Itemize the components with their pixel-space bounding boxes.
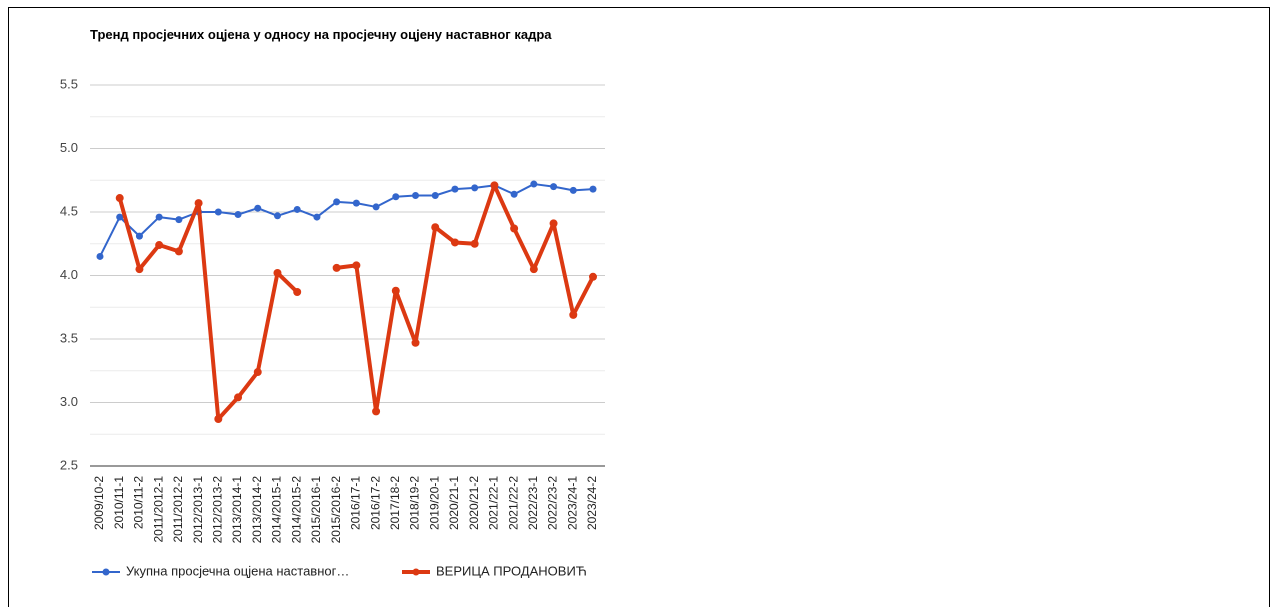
x-tick-label: 2013/2014-2 bbox=[250, 476, 264, 544]
data-point bbox=[333, 198, 341, 206]
data-point bbox=[589, 272, 597, 281]
x-tick-label: 2023/24-1 bbox=[565, 476, 579, 530]
x-tick-label: 2013/2014-1 bbox=[230, 476, 244, 544]
x-tick-label: 2017/18-2 bbox=[388, 476, 402, 530]
legend-swatch-dot bbox=[102, 568, 110, 576]
data-point bbox=[490, 181, 499, 190]
data-point bbox=[254, 204, 262, 212]
data-point bbox=[510, 224, 519, 233]
data-point bbox=[135, 232, 143, 240]
data-point bbox=[135, 265, 144, 274]
x-tick-label: 2009/10-2 bbox=[92, 476, 106, 530]
chart: 2.5 3.0 3.5 4.0 4.5 5.0 5.5 2009/10-2 2010/11-1 2… bbox=[60, 76, 605, 578]
x-tick-label: 2018/19-2 bbox=[408, 476, 422, 530]
data-point bbox=[234, 211, 242, 219]
y-tick-label: 5.5 bbox=[60, 76, 78, 91]
x-tick-label: 2019/20-1 bbox=[427, 476, 441, 530]
data-point bbox=[175, 216, 183, 224]
data-point bbox=[352, 261, 361, 270]
data-point bbox=[372, 407, 381, 416]
x-tick-label: 2015/2016-2 bbox=[329, 476, 343, 544]
data-point bbox=[116, 213, 124, 221]
data-point bbox=[569, 186, 577, 194]
series-line bbox=[99, 183, 594, 257]
x-tick-label: 2014/2015-2 bbox=[289, 476, 303, 544]
x-tick-label: 2022/23-1 bbox=[526, 476, 540, 530]
data-point bbox=[155, 241, 164, 250]
data-point bbox=[214, 415, 223, 424]
x-tick-label: 2011/2012-1 bbox=[151, 476, 165, 543]
data-point bbox=[214, 208, 222, 216]
data-point bbox=[529, 265, 538, 274]
data-point bbox=[530, 180, 538, 188]
page: {"chart_data": {"type": "line", "title":… bbox=[8, 7, 1270, 607]
x-tick-label: 2021/22-1 bbox=[487, 476, 501, 530]
data-point bbox=[451, 185, 459, 193]
data-point bbox=[392, 193, 400, 201]
data-point bbox=[155, 213, 163, 221]
data-point bbox=[431, 191, 439, 199]
data-point bbox=[431, 223, 440, 232]
x-tick-label: 2012/2013-2 bbox=[210, 476, 224, 544]
y-tick-label: 3.0 bbox=[60, 394, 78, 409]
x-tick-label: 2010/11-1 bbox=[112, 476, 126, 529]
data-point bbox=[174, 247, 183, 256]
chart-title: Тренд просјечних оцјена у односу на прос… bbox=[90, 27, 552, 42]
data-point bbox=[234, 393, 243, 402]
y-tick-label: 4.0 bbox=[60, 267, 78, 282]
series-line bbox=[117, 183, 595, 422]
data-point bbox=[372, 203, 380, 211]
x-tick-label: 2016/17-1 bbox=[349, 476, 363, 530]
y-tick-label: 3.5 bbox=[60, 330, 78, 345]
data-point bbox=[332, 263, 341, 272]
legend-swatch-dot bbox=[412, 568, 420, 576]
data-point bbox=[450, 238, 459, 247]
data-point bbox=[411, 338, 420, 347]
x-tick-label: 2011/2012-2 bbox=[171, 476, 185, 543]
data-point bbox=[253, 368, 262, 377]
x-tick-label: 2012/2013-1 bbox=[191, 476, 205, 544]
data-point bbox=[273, 212, 281, 220]
data-point bbox=[412, 191, 420, 199]
legend-label: ВЕРИЦА ПРОДАНОВИЋ bbox=[436, 563, 587, 578]
x-tick-label: 2020/21-2 bbox=[467, 476, 481, 530]
y-tick-label: 5.0 bbox=[60, 140, 78, 155]
data-point bbox=[391, 286, 400, 295]
data-point bbox=[569, 310, 578, 319]
x-tick-label: 2014/2015-1 bbox=[270, 476, 284, 544]
data-point bbox=[549, 219, 558, 228]
frame bbox=[8, 7, 1270, 607]
x-tick-label: 2010/11-2 bbox=[132, 476, 146, 529]
legend-label: Укупна просјечна оцјена наставног… bbox=[126, 563, 349, 578]
x-tick-label: 2020/21-1 bbox=[447, 476, 461, 530]
data-point bbox=[293, 288, 302, 297]
x-tick-label: 2022/23-2 bbox=[546, 476, 560, 530]
x-tick-label: 2021/22-2 bbox=[506, 476, 520, 530]
data-point bbox=[273, 268, 282, 277]
data-point bbox=[510, 190, 518, 198]
x-tick-label: 2023/24-2 bbox=[585, 476, 599, 530]
x-tick-label: 2015/2016-1 bbox=[309, 476, 323, 544]
x-tick-label: 2016/17-2 bbox=[368, 476, 382, 530]
data-point bbox=[96, 252, 104, 260]
data-point bbox=[470, 239, 479, 248]
data-point bbox=[471, 184, 479, 192]
data-point bbox=[313, 213, 321, 221]
data-point bbox=[352, 199, 360, 207]
data-point bbox=[550, 183, 558, 191]
data-point bbox=[115, 194, 124, 203]
y-tick-label: 4.5 bbox=[60, 203, 78, 218]
y-tick-label: 2.5 bbox=[60, 457, 78, 472]
data-point bbox=[194, 199, 203, 208]
data-point bbox=[589, 185, 597, 193]
data-point bbox=[293, 205, 301, 213]
